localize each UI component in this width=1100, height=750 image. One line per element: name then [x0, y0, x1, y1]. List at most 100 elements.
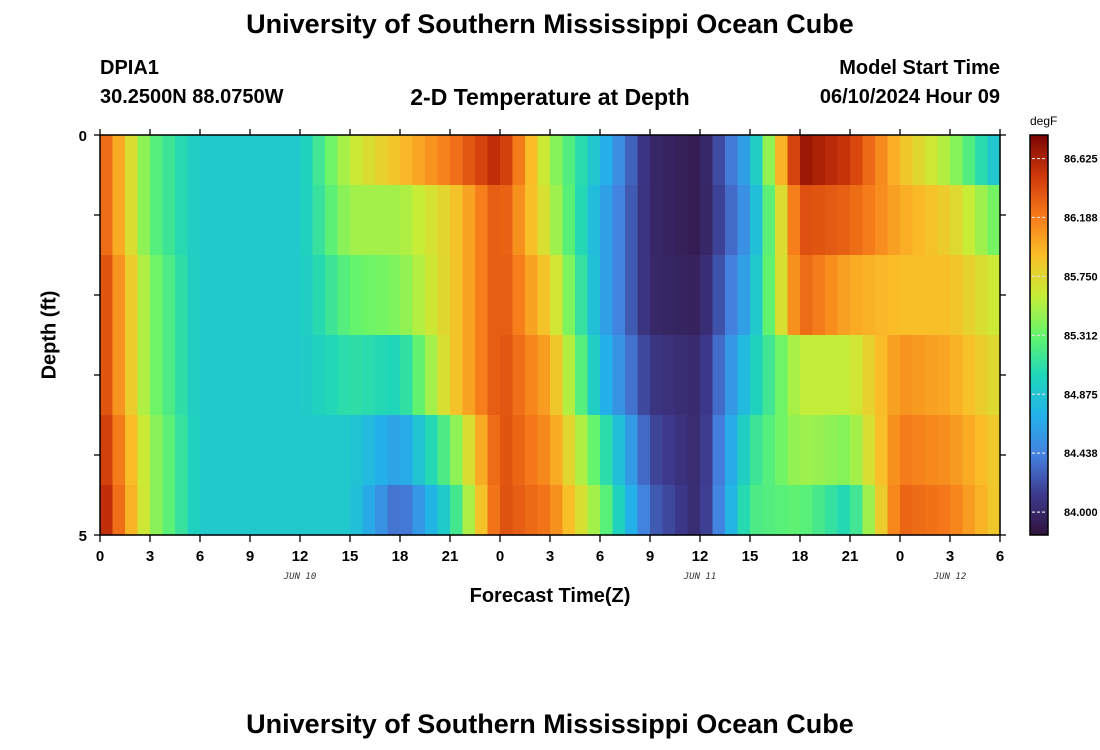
heatmap-cell	[412, 135, 426, 186]
heatmap-cell	[712, 255, 726, 336]
heatmap-cell	[437, 415, 451, 486]
x-tick-label: 18	[392, 548, 409, 565]
station-coordinates: 30.2500N 88.0750W	[100, 86, 284, 108]
heatmap-cell	[587, 335, 601, 416]
heatmap-cell	[625, 185, 639, 256]
heatmap-cell	[350, 135, 364, 186]
heatmap-cell	[175, 135, 189, 186]
heatmap-cell	[887, 485, 901, 536]
x-axis-label: Forecast Time(Z)	[469, 585, 631, 607]
x-tick-label: 0	[96, 548, 104, 565]
heatmap-cell	[700, 135, 714, 186]
heatmap-cell	[800, 485, 814, 536]
heatmap-cell	[412, 185, 426, 256]
heatmap-cell	[325, 415, 339, 486]
heatmap-cell	[350, 485, 364, 536]
heatmap-cell	[912, 415, 926, 486]
heatmap-cell	[850, 415, 864, 486]
heatmap-cell	[225, 485, 239, 536]
heatmap-cell	[837, 135, 851, 186]
heatmap-cell	[725, 255, 739, 336]
heatmap-cell	[387, 185, 401, 256]
heatmap-cell	[862, 485, 876, 536]
heatmap-cell	[887, 255, 901, 336]
heatmap-cell	[225, 335, 239, 416]
heatmap-cell	[162, 255, 176, 336]
heatmap-cell	[925, 485, 939, 536]
heatmap-cell	[312, 135, 326, 186]
x-tick-label: 18	[792, 548, 809, 565]
heatmap-cell	[787, 335, 801, 416]
heatmap-cell	[400, 255, 414, 336]
heatmap-cell	[212, 415, 226, 486]
heatmap-cell	[300, 185, 314, 256]
heatmap-cell	[125, 335, 139, 416]
heatmap-cell	[400, 135, 414, 186]
heatmap-cell	[800, 255, 814, 336]
x-tick-label: 21	[442, 548, 459, 565]
heatmap-cell	[450, 135, 464, 186]
heatmap-cell	[562, 415, 576, 486]
heatmap-cell	[400, 415, 414, 486]
heatmap-cell	[250, 135, 264, 186]
heatmap-cell	[437, 255, 451, 336]
heatmap-cell	[237, 135, 251, 186]
heatmap-cell	[362, 185, 376, 256]
heatmap-cell	[462, 415, 476, 486]
heatmap-cell	[487, 135, 501, 186]
heatmap-cell	[462, 255, 476, 336]
heatmap-cell	[525, 485, 539, 536]
heatmap-cell	[275, 135, 289, 186]
heatmap-cell	[225, 415, 239, 486]
heatmap-cell	[625, 485, 639, 536]
heatmap-cell	[875, 185, 889, 256]
heatmap-cell	[800, 335, 814, 416]
heatmap-cell	[487, 185, 501, 256]
heatmap-cell	[425, 485, 439, 536]
heatmap-cell	[100, 135, 114, 186]
x-tick-label: 3	[546, 548, 554, 565]
heatmap-cell	[912, 485, 926, 536]
heatmap-cell	[687, 415, 701, 486]
heatmap-cell	[250, 485, 264, 536]
heatmap-cell	[537, 485, 551, 536]
heatmap-cell	[725, 485, 739, 536]
heatmap-cell	[337, 135, 351, 186]
heatmap-cell	[875, 415, 889, 486]
heatmap-cell	[200, 415, 214, 486]
heatmap-cell	[525, 415, 539, 486]
heatmap-cell	[487, 415, 501, 486]
heatmap-cell	[325, 335, 339, 416]
heatmap-cell	[725, 135, 739, 186]
heatmap-cell	[100, 415, 114, 486]
heatmap-cell	[725, 185, 739, 256]
heatmap-cell	[312, 335, 326, 416]
heatmap-cell	[187, 185, 201, 256]
heatmap-cell	[825, 255, 839, 336]
heatmap-cell	[237, 335, 251, 416]
heatmap-cell	[487, 255, 501, 336]
heatmap-cell	[975, 415, 989, 486]
x-tick-label: 6	[596, 548, 604, 565]
heatmap-cell	[825, 415, 839, 486]
heatmap-cell	[600, 135, 614, 186]
heatmap-cell	[850, 185, 864, 256]
heatmap-cell	[787, 185, 801, 256]
heatmap-cell	[287, 255, 301, 336]
heatmap-cell	[312, 415, 326, 486]
heatmap-cell	[400, 185, 414, 256]
heatmap-cell	[437, 135, 451, 186]
heatmap-cell	[100, 255, 114, 336]
heatmap-cell	[462, 485, 476, 536]
heatmap-cell	[925, 135, 939, 186]
heatmap-cell	[362, 255, 376, 336]
heatmap-cell	[612, 185, 626, 256]
x-tick-label: 6	[996, 548, 1004, 565]
heatmap-cell	[312, 185, 326, 256]
heatmap-cell	[400, 335, 414, 416]
heatmap-cell	[125, 185, 139, 256]
heatmap-cell	[200, 185, 214, 256]
heatmap-cell	[450, 335, 464, 416]
heatmap-cell	[125, 255, 139, 336]
heatmap-cell	[887, 415, 901, 486]
